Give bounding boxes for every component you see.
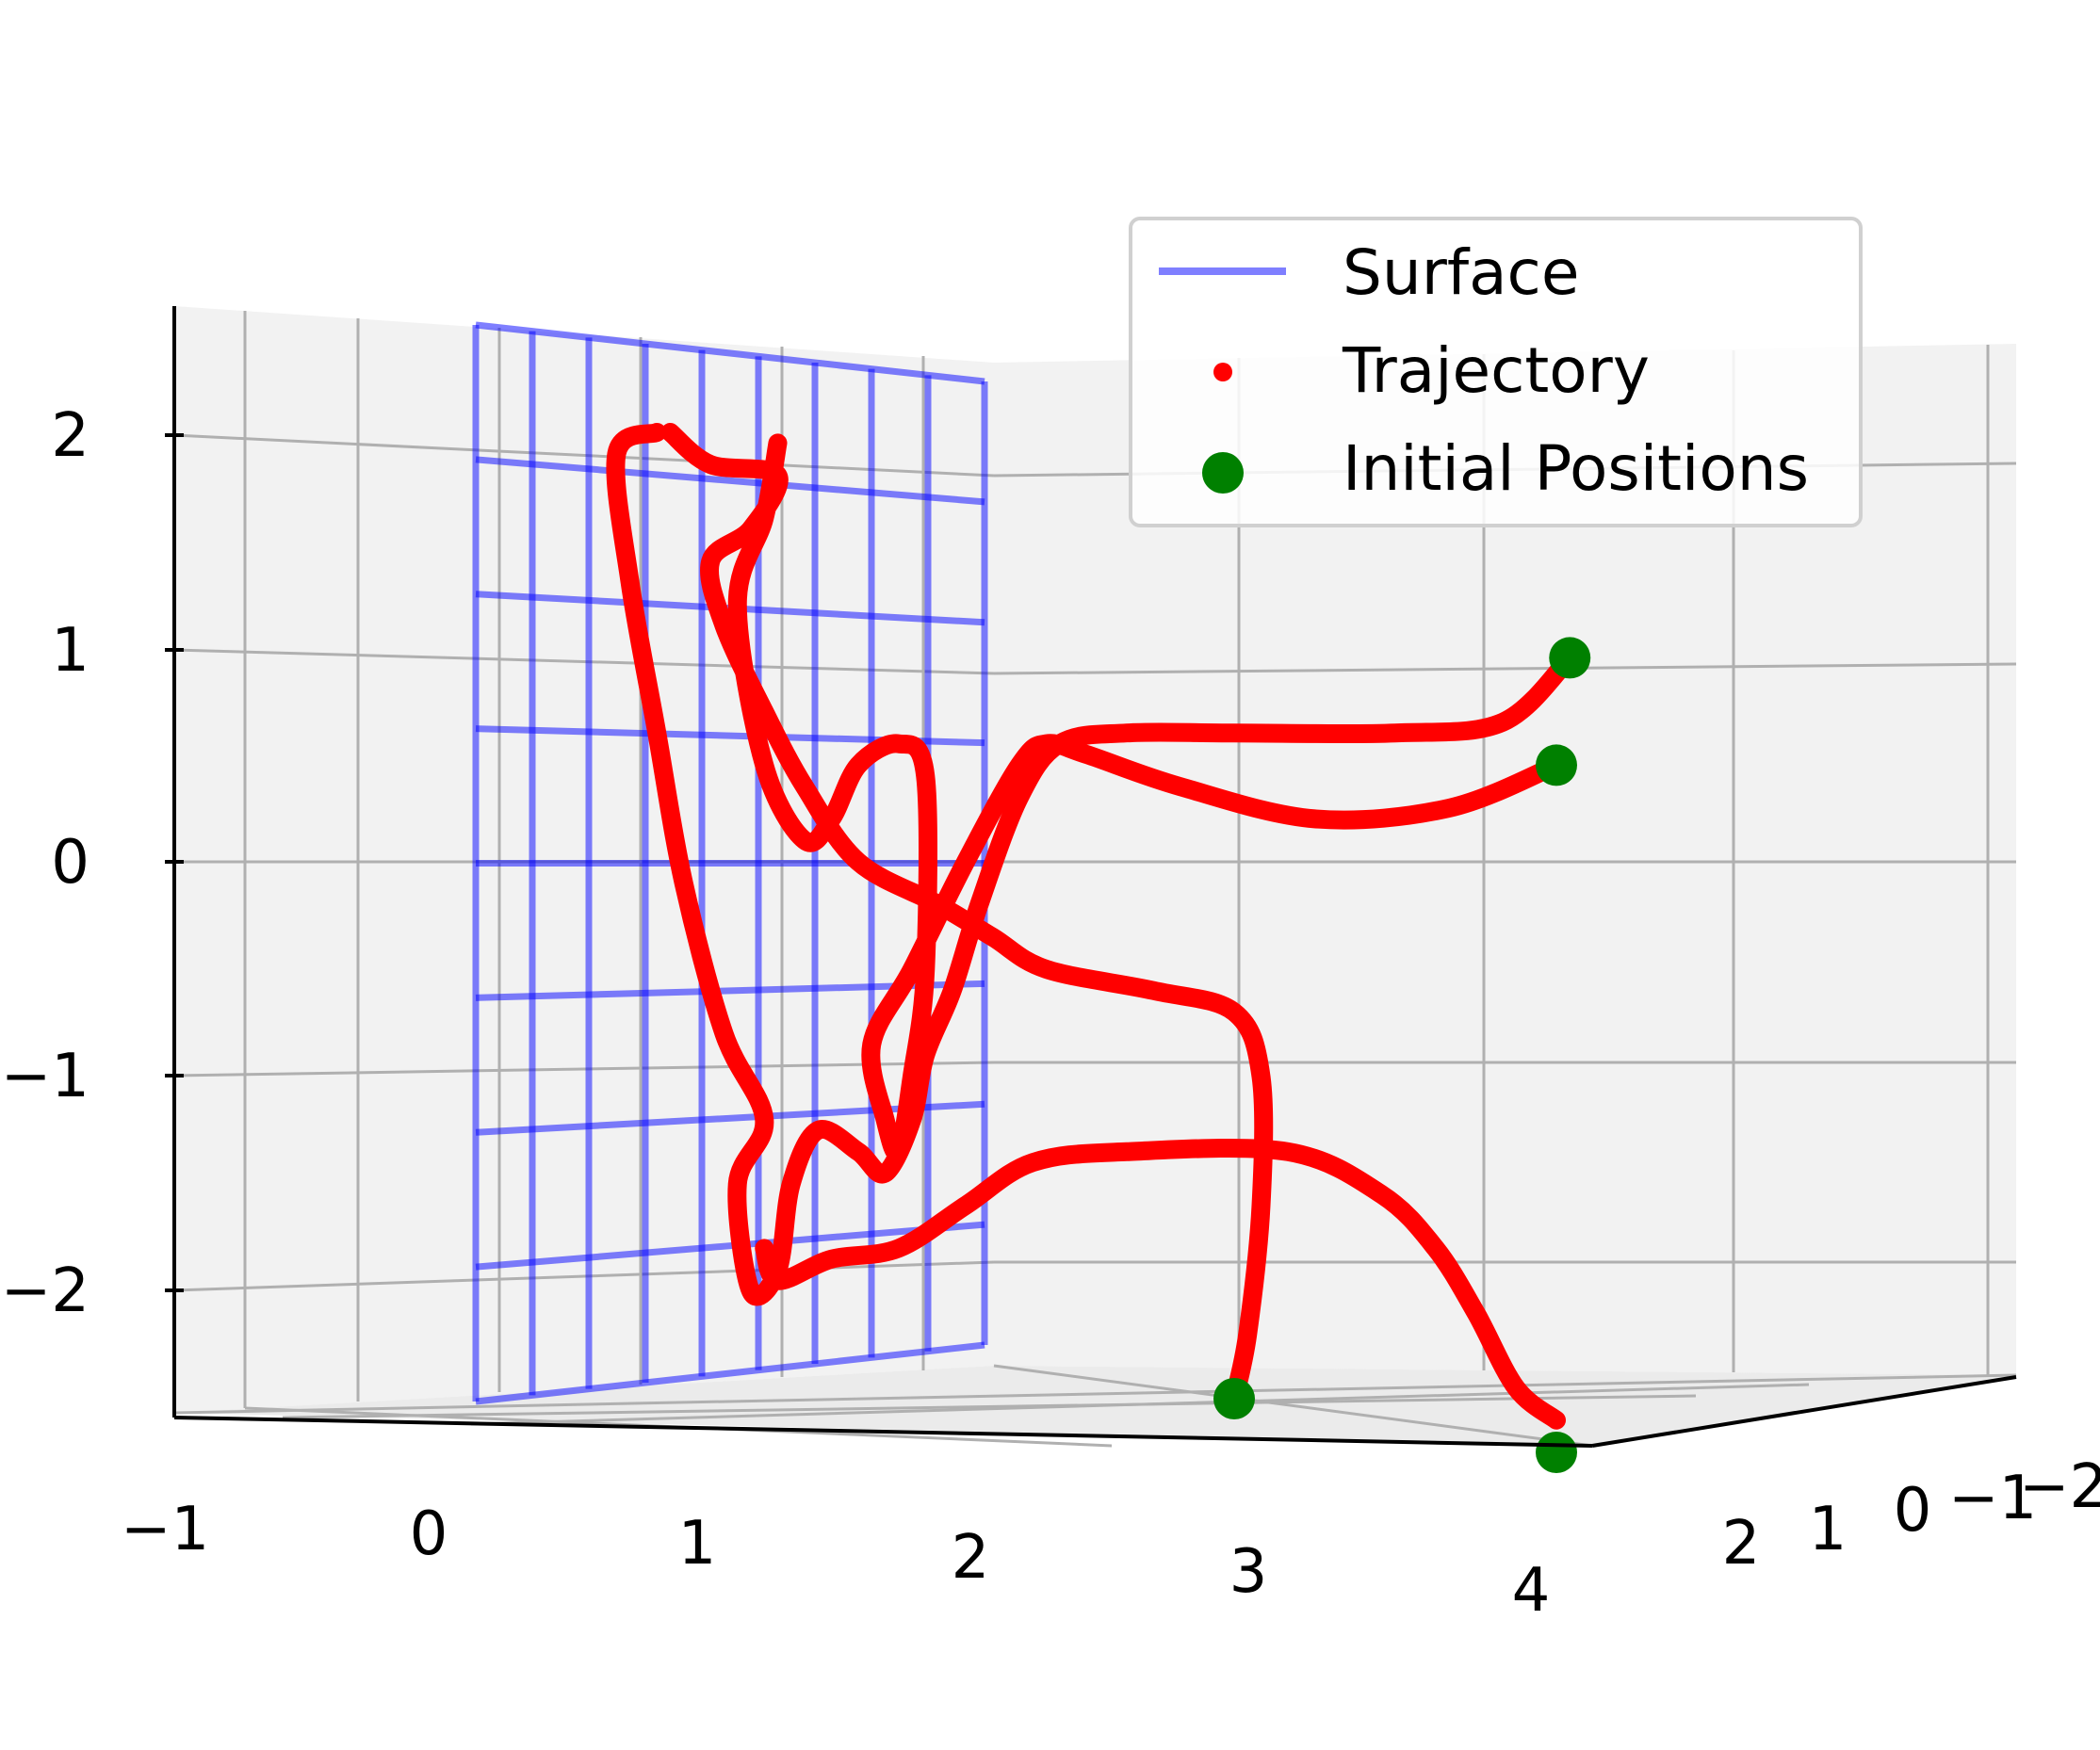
x-tick-label: −1 — [121, 1495, 209, 1564]
z-tick-label: 0 — [51, 828, 90, 898]
left-pane — [174, 306, 994, 1413]
y-tick-label: 0 — [1894, 1476, 1932, 1546]
surface-horizontal-line — [475, 321, 985, 385]
x-tick-label: 3 — [1229, 1537, 1268, 1607]
initial-position-point-3 — [1536, 1432, 1577, 1473]
trajectory-path-3 — [755, 1138, 1566, 1430]
y-tick-label: −1 — [1948, 1464, 2037, 1533]
grid-lines — [173, 311, 2017, 1448]
legend: Surface Trajectory Initial Positions — [1129, 217, 1863, 527]
surface-horizontal-line — [475, 456, 985, 506]
y-tick-label: 2 — [1722, 1509, 1761, 1579]
tick-labels: 210−1−2−1 0 1 2 3 42 1 0 −1−2 — [1, 401, 2100, 1626]
x-tick-label: 0 — [410, 1499, 448, 1569]
initial-position-point-2 — [1213, 1378, 1255, 1419]
y-tick-label: 1 — [1809, 1495, 1848, 1564]
right-pane — [994, 344, 2016, 1375]
legend-surface-label: Surface — [1343, 236, 1579, 309]
legend-trajectory-label: Trajectory — [1342, 334, 1650, 407]
z-tick-label: 1 — [51, 616, 90, 686]
z-tick-label: −1 — [1, 1042, 90, 1111]
trajectory-path-2 — [727, 433, 1566, 1163]
z-tick-label: 2 — [51, 401, 90, 471]
initial-positions-series — [1213, 637, 1591, 1473]
z-tick-label: −2 — [1, 1256, 90, 1326]
surface-horizontal-line — [475, 1341, 985, 1405]
legend-trajectory-swatch — [1213, 363, 1232, 381]
surface-horizontal-line — [475, 1221, 985, 1271]
initial-position-point-1 — [1536, 744, 1577, 786]
y-tick-label: −2 — [2019, 1452, 2100, 1522]
trajectory-series — [606, 423, 1580, 1430]
trajectory-path-1 — [606, 423, 1580, 1306]
legend-box — [1129, 217, 1863, 527]
tick-marks — [165, 433, 184, 1292]
legend-initial-positions-swatch — [1202, 452, 1244, 494]
x-tick-label: 2 — [952, 1523, 990, 1593]
x-tick-label: 4 — [1512, 1556, 1551, 1626]
x-tick-label: 1 — [678, 1509, 717, 1579]
initial-position-point-0 — [1549, 637, 1591, 679]
legend-initial-positions-label: Initial Positions — [1343, 432, 1809, 505]
